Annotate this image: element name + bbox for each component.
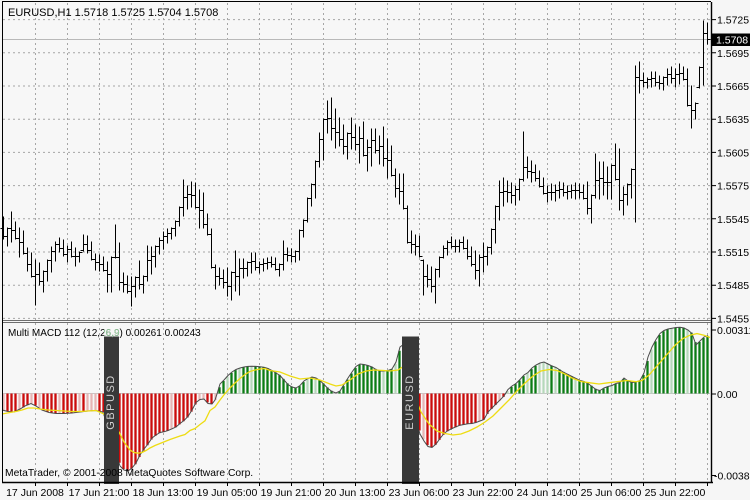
svg-text:1.5575: 1.5575 [717,181,749,193]
svg-text:19 Jun 21:00: 19 Jun 21:00 [261,487,322,499]
svg-text:1.5515: 1.5515 [717,247,749,259]
svg-text:1.5605: 1.5605 [717,147,749,159]
svg-text:1.5708: 1.5708 [716,35,748,47]
svg-text:EURUSD: EURUSD [404,374,416,429]
svg-text:1.5545: 1.5545 [717,214,749,226]
svg-text:17 Jun 21:00: 17 Jun 21:00 [69,487,130,499]
svg-text:1.5635: 1.5635 [717,114,749,126]
svg-text:1.5485: 1.5485 [717,280,749,292]
svg-text:MetaTrader, © 2001-2008 MetaQu: MetaTrader, © 2001-2008 MetaQuotes Softw… [5,468,253,479]
svg-text:19 Jun 05:00: 19 Jun 05:00 [197,487,258,499]
svg-text:1.5455: 1.5455 [717,313,749,325]
svg-text:Multi MACD 112 (12,26,9) 0.002: Multi MACD 112 (12,26,9) 0.00261 0.00243 [8,328,201,339]
svg-text:0.00: 0.00 [717,389,738,401]
svg-text:0.00311: 0.00311 [717,325,750,337]
svg-text:1.5665: 1.5665 [717,81,749,93]
svg-text:-0.00382: -0.00382 [714,471,750,483]
svg-text:25 Jun 22:00: 25 Jun 22:00 [645,487,706,499]
svg-text:25 Jun 06:00: 25 Jun 06:00 [581,487,642,499]
svg-text:20 Jun 13:00: 20 Jun 13:00 [325,487,386,499]
svg-text:GBPUSD: GBPUSD [105,374,117,429]
svg-text:Multi MACD 112 (12,26,9) 0.002: Multi MACD 112 (12,26,9) 0.00261 0.00243 [8,328,201,339]
svg-text:1.5725: 1.5725 [717,15,749,27]
svg-text:18 Jun 13:00: 18 Jun 13:00 [133,487,194,499]
svg-text:23 Jun 06:00: 23 Jun 06:00 [389,487,450,499]
svg-text:24 Jun 14:00: 24 Jun 14:00 [517,487,578,499]
svg-text:23 Jun 22:00: 23 Jun 22:00 [453,487,514,499]
svg-text:1.5695: 1.5695 [717,48,749,60]
svg-text:EURUSD,H1 1.5718 1.5725 1.570: EURUSD,H1 1.5718 1.5725 1.5704 1.5708 [8,7,218,19]
svg-text:17 Jun 2008: 17 Jun 2008 [6,487,64,499]
